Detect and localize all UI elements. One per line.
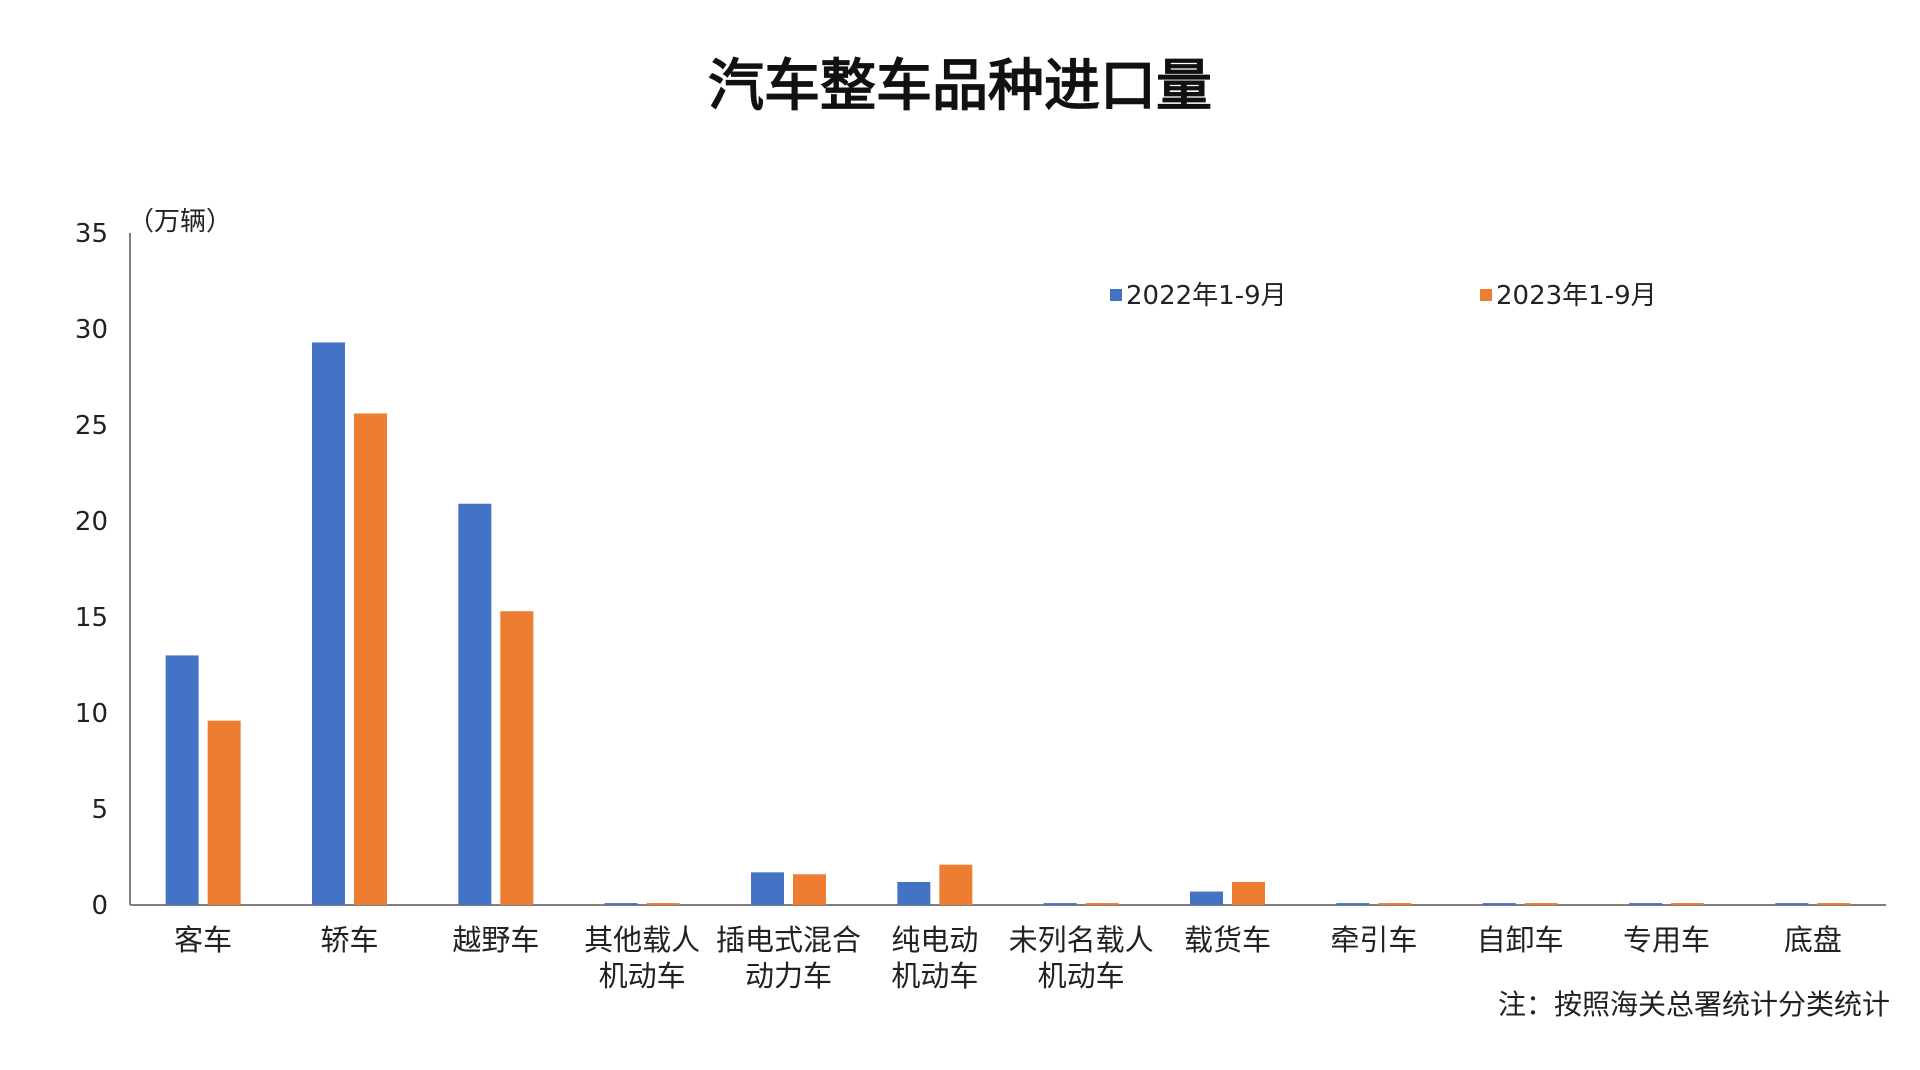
bar-2023-2 — [500, 611, 534, 905]
bar-2022-7 — [1190, 891, 1223, 905]
bar-2023-5 — [939, 864, 973, 905]
bar-2023-11 — [1817, 903, 1851, 905]
y-tick-label: 5 — [91, 795, 108, 825]
bar-2022-3 — [604, 903, 638, 905]
y-tick-label: 25 — [75, 411, 108, 441]
x-category-label: 客车 — [174, 923, 232, 957]
y-tick-label: 0 — [91, 891, 108, 921]
x-category-label: 越野车 — [452, 923, 539, 957]
bar-2023-7 — [1232, 881, 1265, 905]
x-category-label: 纯电动 — [891, 923, 978, 957]
y-tick-label: 10 — [75, 699, 108, 729]
x-category-label: 其他载人 — [584, 923, 700, 957]
bar-2022-11 — [1775, 903, 1809, 905]
x-category-label: 轿车 — [320, 923, 378, 957]
y-tick-label: 35 — [75, 219, 108, 249]
bar-2023-9 — [1524, 903, 1558, 905]
legend-swatch-2022 — [1110, 289, 1122, 301]
y-axis-unit-label: （万辆） — [128, 207, 232, 237]
bar-2022-9 — [1482, 903, 1516, 905]
legend-swatch-2023 — [1480, 289, 1492, 301]
bar-2022-10 — [1629, 903, 1662, 905]
bars-group — [165, 342, 1851, 905]
y-axis-ticks: 0 5 10 15 20 25 30 35 — [75, 219, 108, 921]
x-axis-labels: 客车 轿车 越野车 其他载人机动车插电式混合动力车纯电动机动车未列名载人机动车载货车牵… — [174, 923, 1842, 993]
legend: 2022年1-9月 2023年1-9月 — [1110, 281, 1657, 311]
bar-2023-10 — [1671, 903, 1704, 905]
bar-2022-1 — [312, 342, 345, 905]
bar-2022-5 — [897, 881, 931, 905]
x-category-label: 机动车 — [599, 959, 686, 993]
x-category-label: 底盘 — [1784, 923, 1842, 957]
x-category-label: 牵引车 — [1330, 923, 1417, 957]
bar-2022-0 — [165, 655, 199, 905]
bar-2022-4 — [751, 872, 784, 905]
bar-2023-0 — [207, 720, 241, 905]
chart-note: 注：按照海关总署统计分类统计 — [1498, 988, 1890, 1021]
bar-2022-2 — [458, 503, 492, 905]
bar-2023-1 — [354, 413, 387, 905]
x-category-label: 动力车 — [745, 959, 832, 993]
bar-2022-6 — [1043, 903, 1077, 905]
x-category-label: 插电式混合 — [716, 923, 861, 957]
x-category-label: 载货车 — [1184, 923, 1271, 957]
bar-2022-8 — [1336, 903, 1370, 905]
legend-label-2022: 2022年1-9月 — [1126, 281, 1287, 311]
y-tick-label: 20 — [75, 507, 108, 537]
legend-label-2023: 2023年1-9月 — [1496, 281, 1657, 311]
bar-2023-8 — [1378, 903, 1412, 905]
bar-2023-4 — [793, 874, 826, 905]
x-category-label: 自卸车 — [1477, 923, 1564, 957]
x-category-label: 未列名载人 — [1009, 923, 1154, 957]
x-category-label: 专用车 — [1623, 923, 1710, 957]
y-tick-label: 15 — [75, 603, 108, 633]
chart-title: 汽车整车品种进口量 — [708, 53, 1212, 119]
y-tick-label: 30 — [75, 315, 108, 345]
x-category-label: 机动车 — [1038, 959, 1125, 993]
bar-2023-3 — [646, 903, 680, 905]
bar-2023-6 — [1085, 903, 1119, 905]
x-category-label: 机动车 — [891, 959, 978, 993]
